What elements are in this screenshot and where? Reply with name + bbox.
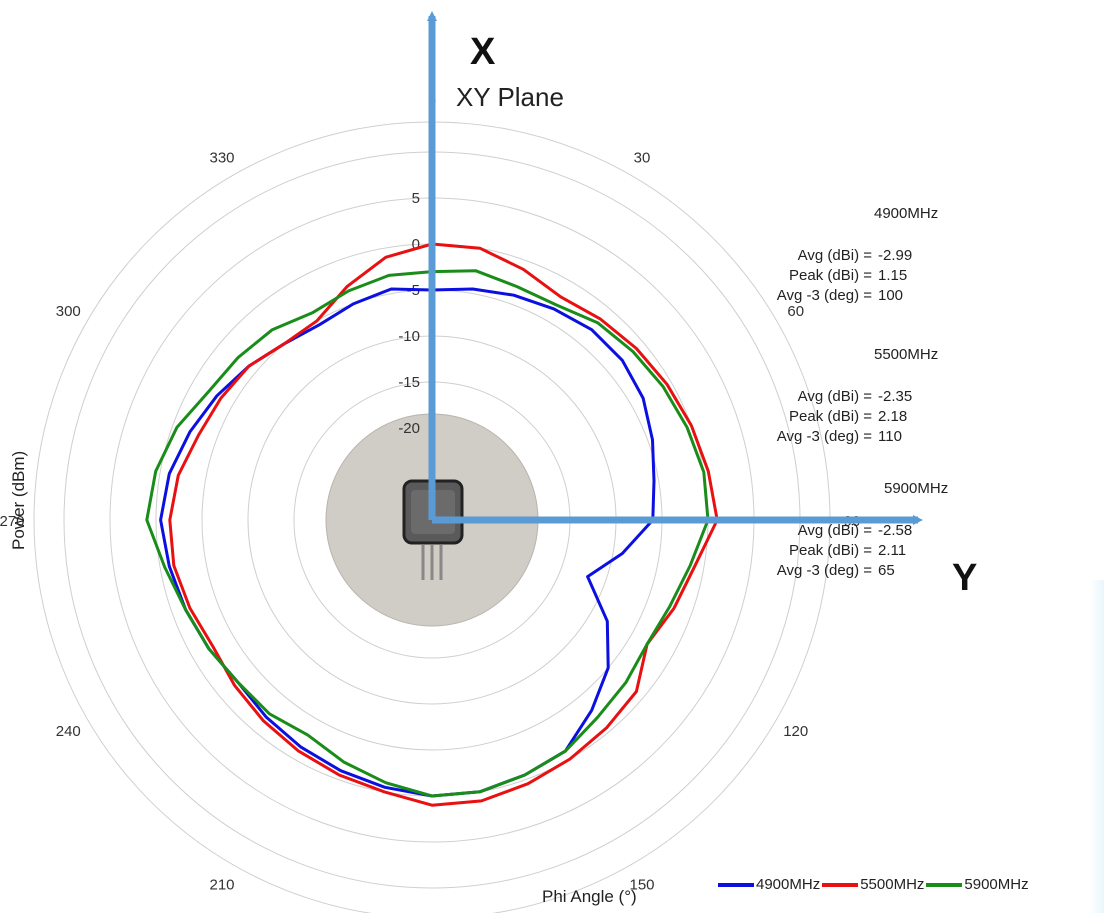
legend-item-5900: 5900MHz <box>926 876 1030 893</box>
series-line-5500MHz <box>168 242 719 807</box>
stats-freq: 5500MHz <box>874 346 939 363</box>
legend: 4900MHz 5500MHz 5900MHz <box>718 876 1031 893</box>
stats-5900: 5900MHz Avg (dBi) = -2.58 Peak (dBi) = 2.1… <box>732 479 948 581</box>
legend-swatch <box>822 882 859 887</box>
peak-label: Peak (dBi) = <box>789 408 872 425</box>
series-line-5900MHz <box>145 269 710 798</box>
peak-label: Peak (dBi) = <box>789 542 872 559</box>
stats-freq: 5900MHz <box>884 480 949 497</box>
axes-overlay: X Y <box>427 11 977 599</box>
stats-4900: 4900MHz Avg (dBi) = -2.99 Peak (dBi) = 1.1… <box>732 204 938 306</box>
angle-tick-label: 330 <box>209 149 234 166</box>
avg-value: -2.35 <box>878 388 913 405</box>
beam-value: 65 <box>878 562 895 579</box>
chart-title: XY Plane <box>456 82 564 112</box>
radial-tick-label: -10 <box>398 328 420 345</box>
radial-tick-label: 0 <box>412 236 420 253</box>
avg-value: -2.99 <box>878 247 913 264</box>
legend-label: 5500MHz <box>860 876 925 893</box>
peak-value: 2.18 <box>878 408 908 425</box>
stats-freq: 4900MHz <box>874 205 939 222</box>
legend-item-4900: 4900MHz <box>718 876 822 893</box>
beam-label: Avg -3 (deg) = <box>776 287 872 304</box>
angle-tick-label: 240 <box>56 723 81 740</box>
angle-tick-label: 270 <box>0 513 25 530</box>
avg-value: -2.58 <box>878 522 913 539</box>
page-edge-decoration <box>1090 580 1104 913</box>
angle-tick-label: 210 <box>209 877 234 894</box>
y-axis-title: Power (dBm) <box>9 451 28 550</box>
angle-tick-label: 60 <box>787 303 804 320</box>
x-axis-title: Phi Angle (°) <box>542 887 637 906</box>
beam-label: Avg -3 (deg) = <box>776 562 872 579</box>
beam-label: Avg -3 (deg) = <box>776 428 872 445</box>
radial-tick-label: 5 <box>412 190 420 207</box>
stats-5500: 5500MHz Avg (dBi) = -2.35 Peak (dBi) = 2.1… <box>732 345 938 447</box>
peak-value: 2.11 <box>878 542 907 559</box>
avg-label: Avg (dBi) = <box>797 522 872 539</box>
traces <box>145 242 719 807</box>
radial-tick-label: -15 <box>398 374 420 391</box>
beam-value: 110 <box>878 428 902 445</box>
y-axis-label: Y <box>952 557 977 599</box>
angle-tick-label: 150 <box>629 877 654 894</box>
angle-tick-label: 120 <box>783 723 808 740</box>
legend-item-5500: 5500MHz <box>822 876 926 893</box>
legend-swatch <box>718 882 754 887</box>
legend-label: 4900MHz <box>756 876 821 893</box>
beam-value: 100 <box>878 287 904 304</box>
angle-tick-label: 300 <box>56 303 81 320</box>
legend-swatch <box>926 882 963 887</box>
radial-tick-label: -20 <box>398 420 420 437</box>
x-axis-label: X <box>470 31 496 73</box>
avg-label: Avg (dBi) = <box>797 247 872 264</box>
legend-label: 5900MHz <box>964 876 1029 893</box>
avg-label: Avg (dBi) = <box>797 388 872 405</box>
peak-label: Peak (dBi) = <box>789 267 872 284</box>
angle-tick-label: 30 <box>634 149 651 166</box>
peak-value: 1.15 <box>878 267 908 284</box>
